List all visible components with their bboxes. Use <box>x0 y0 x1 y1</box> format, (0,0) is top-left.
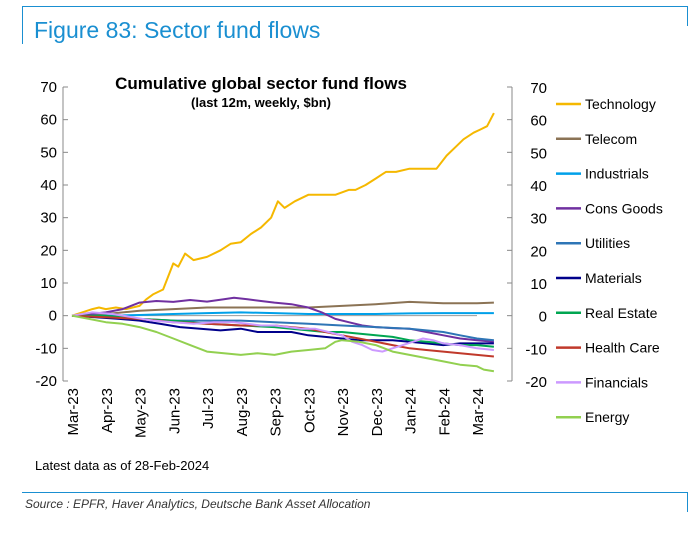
series-line-cons-goods <box>71 296 494 343</box>
legend-label-materials: Materials <box>585 270 642 286</box>
source-rule <box>22 492 688 493</box>
right-y-tick-label: 10 <box>530 276 547 293</box>
left-y-tick-label: -10 <box>35 340 57 357</box>
x-tick-label: Feb-24 <box>436 388 453 436</box>
x-tick-label: Sep-23 <box>268 388 285 436</box>
series-line-financials <box>71 311 495 353</box>
legend-label-financials: Financials <box>585 374 648 390</box>
source-note: Source : EPFR, Haver Analytics, Deutsche… <box>25 497 371 511</box>
legend: Technology Telecom Industrials Cons Goods Ut… <box>556 96 663 425</box>
right-y-tick-label: 60 <box>530 113 547 130</box>
right-y-tick-label: 70 <box>530 80 547 97</box>
left-y-tick-label: 40 <box>40 177 57 194</box>
legend-label-cons-goods: Cons Goods <box>585 200 663 216</box>
legend-label-technology: Technology <box>585 96 656 112</box>
series-line-telecom <box>71 300 494 317</box>
legend-label-energy: Energy <box>585 409 629 425</box>
x-tick-label: Jan-24 <box>403 388 420 434</box>
right-y-tick-label: 30 <box>530 211 547 228</box>
series-lines <box>71 112 495 373</box>
left-y-tick-label: 60 <box>40 112 57 129</box>
frame-left-rule <box>22 6 23 44</box>
frame-top-rule <box>22 6 688 7</box>
left-y-tick-label: 20 <box>40 242 57 259</box>
left-y-axis: -20 -10 0 10 20 30 40 50 60 70 <box>35 79 68 390</box>
chart: Cumulative global sector fund flows (las… <box>35 74 663 473</box>
x-tick-label: Nov-23 <box>335 388 352 436</box>
x-axis: Mar-23 Apr-23 May-23 Jun-23 Jul-23 Aug-23 Sep-… <box>65 388 487 438</box>
data-note: Latest data as of 28-Feb-2024 <box>35 458 209 473</box>
right-y-tick-label: -20 <box>525 374 547 391</box>
series-line-technology <box>71 112 495 317</box>
left-y-tick-label: 70 <box>40 79 57 96</box>
right-y-tick-label: -10 <box>525 341 547 358</box>
x-tick-label: Oct-23 <box>301 388 318 433</box>
x-tick-label: Aug-23 <box>234 388 251 436</box>
left-y-tick-label: 0 <box>49 308 57 325</box>
x-tick-label: Mar-23 <box>65 388 82 436</box>
left-y-tick-label: 30 <box>40 210 57 227</box>
left-y-tick-label: 50 <box>40 144 57 161</box>
x-tick-label: Dec-23 <box>369 388 386 436</box>
left-y-tick-label: -20 <box>35 373 57 390</box>
x-tick-label: May-23 <box>133 388 150 438</box>
right-y-tick-label: 0 <box>539 309 547 326</box>
left-y-tick-label: 10 <box>40 275 57 292</box>
chart-title: Cumulative global sector fund flows <box>115 74 407 93</box>
legend-label-real-estate: Real Estate <box>585 305 658 321</box>
series-line-materials <box>71 314 494 347</box>
right-y-tick-label: 40 <box>530 178 547 195</box>
right-y-axis: -20 -10 0 10 20 30 40 50 60 70 <box>507 80 547 391</box>
legend-label-health-care: Health Care <box>585 340 660 356</box>
series-line-energy <box>71 314 495 373</box>
x-tick-label: Jul-23 <box>200 388 217 429</box>
frame-right-rule <box>687 6 688 26</box>
legend-label-telecom: Telecom <box>585 131 637 147</box>
x-tick-label: Mar-24 <box>470 388 487 436</box>
figure-title: Figure 83: Sector fund flows <box>34 17 321 43</box>
chart-subtitle: (last 12m, weekly, $bn) <box>191 95 331 110</box>
legend-label-utilities: Utilities <box>585 235 630 251</box>
source-rule-right <box>687 492 688 512</box>
right-y-tick-label: 20 <box>530 243 547 260</box>
legend-label-industrials: Industrials <box>585 166 649 182</box>
x-tick-label: Jun-23 <box>166 388 183 434</box>
right-y-tick-label: 50 <box>530 145 547 162</box>
x-tick-label: Apr-23 <box>99 388 116 433</box>
series-line-industrials <box>72 311 494 317</box>
